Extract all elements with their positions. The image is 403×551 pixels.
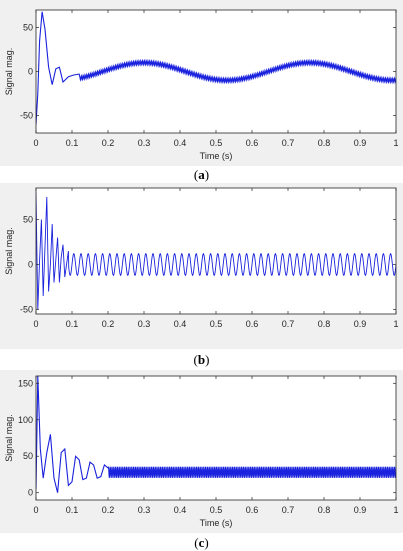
chart-c: 0 0.1 0.2 0.3 0.4 0.5 0.6 0.7 0.8 0.9 1 150 100 50 0 Si… xyxy=(0,370,403,533)
x-tick-label: 0.8 xyxy=(318,505,331,515)
x-tick-label: 0.4 xyxy=(174,319,187,329)
x-axis-label: Time (s) xyxy=(200,151,233,161)
caption-a-close: ) xyxy=(204,167,210,182)
caption-a: (a) xyxy=(0,167,403,183)
caption-b-open: ( xyxy=(193,352,198,367)
x-tick-label: 0.3 xyxy=(138,319,151,329)
chart-b-svg: 0 0.1 0.2 0.3 0.4 0.5 0.6 0.7 0.8 0.9 1500-50Signa… xyxy=(4,187,399,329)
chart-a-svg: 0 0.1 0.2 0.3 0.4 0.5 0.6 0.7 0.8 0.9 1 50 0 -50 Signa… xyxy=(4,9,399,161)
x-tick-label: 1 xyxy=(393,319,398,329)
y-tick-label: 0 xyxy=(28,67,33,77)
signal-line xyxy=(36,192,396,310)
x-tick-label: 0.7 xyxy=(282,319,295,329)
x-tick-label: 0.3 xyxy=(138,505,151,515)
x-tick-label: 0 xyxy=(33,138,38,148)
y-tick-label: -50 xyxy=(20,110,33,120)
x-tick-label: 0.9 xyxy=(354,138,367,148)
x-tick-label: 0 xyxy=(33,505,38,515)
caption-c-close: ) xyxy=(204,535,209,550)
caption-b-letter: b xyxy=(197,352,206,367)
x-tick-label: 0.9 xyxy=(354,319,367,329)
y-tick-label: 50 xyxy=(23,451,33,461)
x-tick-label: 0.1 xyxy=(66,319,79,329)
signal-line xyxy=(36,11,396,125)
caption-b: (b) xyxy=(0,352,403,368)
y-tick-label: 50 xyxy=(23,23,33,33)
x-axis-label: Time (s) xyxy=(200,518,233,528)
chart-b: 0 0.1 0.2 0.3 0.4 0.5 0.6 0.7 0.8 0.9 1 50 0 -50 Signa… xyxy=(0,183,403,349)
plot-area xyxy=(36,188,396,314)
y-tick-label: 0 xyxy=(28,260,33,270)
caption-c-open: ( xyxy=(194,535,199,550)
x-tick-label: 0.7 xyxy=(282,505,295,515)
y-tick-label: 50 xyxy=(23,215,33,225)
x-tick-label: 0.4 xyxy=(174,138,187,148)
x-tick-label: 0.8 xyxy=(318,138,331,148)
y-tick-label: -50 xyxy=(20,305,33,315)
caption-a-letter: a xyxy=(198,167,205,182)
x-tick-label: 0.5 xyxy=(210,505,223,515)
y-axis-label: Signal mag. xyxy=(4,227,14,275)
x-tick-label: 0.5 xyxy=(210,138,223,148)
signal-line xyxy=(36,376,396,493)
x-tick-label: 1 xyxy=(393,138,398,148)
x-tick-label: 0.6 xyxy=(246,138,259,148)
x-tick-label: 0.1 xyxy=(66,505,79,515)
x-tick-label: 0.2 xyxy=(102,138,115,148)
x-tick-label: 0.6 xyxy=(246,505,259,515)
x-tick-label: 0.4 xyxy=(174,505,187,515)
x-tick-label: 0.8 xyxy=(318,319,331,329)
y-axis-label: Signal mag. xyxy=(4,48,14,96)
chart-a: 0 0.1 0.2 0.3 0.4 0.5 0.6 0.7 0.8 0.9 1 50 0 -50 Signa… xyxy=(0,0,403,166)
x-tick-label: 0.5 xyxy=(210,319,223,329)
x-tick-label: 0.9 xyxy=(354,505,367,515)
x-tick-label: 1 xyxy=(393,505,398,515)
x-tick-label: 0.7 xyxy=(282,138,295,148)
x-tick-label: 0.6 xyxy=(246,319,259,329)
y-tick-label: 0 xyxy=(28,488,33,498)
caption-a-open: ( xyxy=(193,167,199,182)
y-tick-label: 100 xyxy=(18,415,33,425)
caption-b-close: ) xyxy=(205,352,210,367)
chart-c-svg: 0 0.1 0.2 0.3 0.4 0.5 0.6 0.7 0.8 0.9 1 150 100 50 0 Si… xyxy=(4,375,399,528)
x-tick-label: 0.2 xyxy=(102,319,115,329)
caption-c-letter: c xyxy=(198,535,205,550)
x-tick-label: 0 xyxy=(33,319,38,329)
x-tick-label: 0.2 xyxy=(102,505,115,515)
x-tick-label: 0.1 xyxy=(66,138,79,148)
plot-area xyxy=(36,376,396,500)
caption-c: (c) xyxy=(0,535,403,551)
x-tick-label: 0.3 xyxy=(138,138,151,148)
y-tick-label: 150 xyxy=(18,378,33,388)
y-axis-label: Signal mag. xyxy=(4,414,14,462)
